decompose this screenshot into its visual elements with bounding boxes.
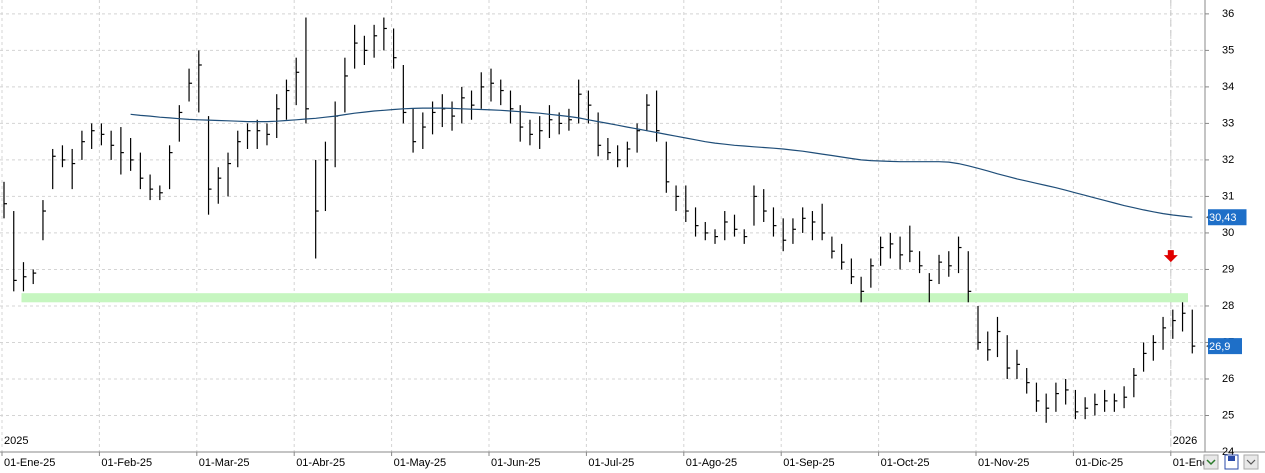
x-tick-label: 01-Jul-25 (588, 457, 634, 469)
zoom-icon[interactable] (1203, 454, 1219, 470)
year-label: 2025 (4, 435, 28, 447)
signal-arrow (1163, 250, 1178, 263)
support-band (21, 293, 1189, 303)
y-tick-label: 35 (1222, 44, 1234, 56)
price-tag (1208, 338, 1242, 355)
toolbar-icons (1203, 454, 1259, 470)
price-tag (1208, 209, 1247, 226)
menu-glyph (1246, 459, 1256, 465)
menu-icon[interactable] (1243, 454, 1259, 470)
x-tick-label: 01-Feb-25 (101, 457, 152, 469)
x-tick-label: 01-Sep-25 (783, 457, 834, 469)
zoom-glyph (1206, 459, 1216, 466)
year-label: 2026 (1173, 435, 1197, 447)
price-tag-label: 26,9 (1209, 341, 1230, 353)
plot-area: 01-Ene-25 01-Feb-25 01-Mar-25 01-Abr-25 01-M… (3, 17, 1224, 469)
y-tick-label: 30 (1222, 227, 1234, 239)
x-tick-label: 01-Abr-25 (296, 457, 345, 469)
grid (0, 0, 1205, 453)
y-tick-label: 31 (1222, 190, 1234, 202)
x-tick-label: 01-Nov-25 (978, 457, 1029, 469)
x-tick-label: 01-Ene-25 (4, 457, 55, 469)
y-tick-label: 25 (1222, 409, 1234, 421)
y-tick-label: 26 (1222, 373, 1234, 385)
y-tick-label: 32 (1222, 154, 1234, 166)
y-tick-label: 33 (1222, 117, 1234, 129)
x-tick-label: 01-Mar-25 (199, 457, 250, 469)
x-tick-label: 01-Jun-25 (491, 457, 541, 469)
y-tick-label: 34 (1222, 81, 1234, 93)
save-glyph (1228, 456, 1235, 461)
y-tick-label: 29 (1222, 263, 1234, 275)
x-tick-label: 01-Oct-25 (881, 457, 930, 469)
price-tag-label: 30,43 (1209, 212, 1237, 224)
x-tick-label: 01-Ago-25 (686, 457, 737, 469)
x-tick-label: 01-Dic-25 (1075, 457, 1123, 469)
y-tick-label: 28 (1222, 300, 1234, 312)
x-tick-label: 01-May-25 (394, 457, 447, 469)
x-tick-label: 01-Ene-26 (1173, 457, 1224, 469)
y-tick-label: 36 (1222, 8, 1234, 20)
moving-average-line (130, 107, 1193, 218)
